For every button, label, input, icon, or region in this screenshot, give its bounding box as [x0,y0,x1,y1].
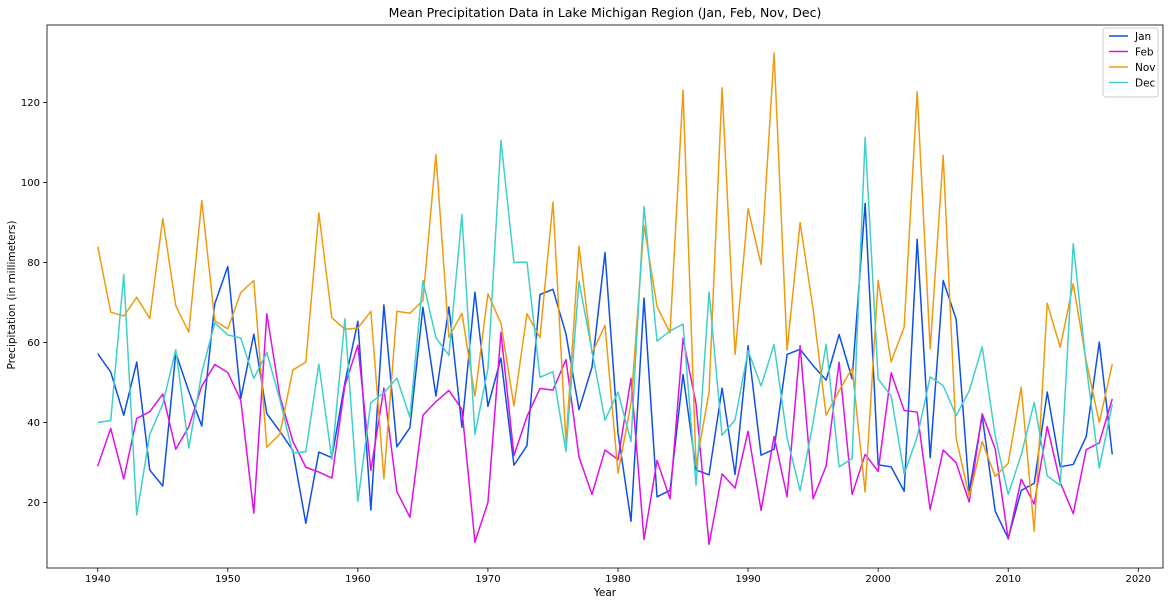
x-axis-label: Year [593,587,617,599]
series-line-nov [96,52,1114,532]
y-tick-label: 120 [21,98,40,109]
y-tick-label: 20 [27,498,40,509]
legend-label-nov: Nov [1135,62,1156,74]
x-tick-label: 2000 [865,574,890,585]
legend-label-feb: Feb [1135,46,1154,58]
y-axis-label: Precipitation (in millimeters) [6,220,18,369]
y-tick-label: 40 [27,418,40,429]
x-tick-label: 1980 [605,574,630,585]
chart-title: Mean Precipitation Data in Lake Michigan… [389,5,822,20]
series-line-dec [97,136,1114,516]
x-tick-label: 2010 [995,574,1020,585]
x-tick-label: 1990 [735,574,760,585]
series-line-feb [97,312,1113,546]
y-tick-label: 100 [21,178,40,189]
legend: Jan Feb Nov Dec [1102,27,1159,98]
legend-box [1102,27,1159,98]
x-tick-label: 1940 [85,574,110,585]
y-tick-label: 80 [27,258,40,269]
plot-frame [46,24,1164,569]
x-tick-label: 1970 [475,574,500,585]
plot-area: 1940 1950 1960 1970 1980 1990 2000 2010 20202040… [21,24,1164,585]
legend-label-dec: Dec [1135,77,1156,89]
y-tick-label: 60 [27,338,40,349]
x-tick-label: 1950 [215,574,240,585]
x-tick-label: 2020 [1126,574,1151,585]
legend-label-jan: Jan [1134,31,1151,43]
x-tick-label: 1960 [345,574,370,585]
series-line-jan [97,202,1114,540]
